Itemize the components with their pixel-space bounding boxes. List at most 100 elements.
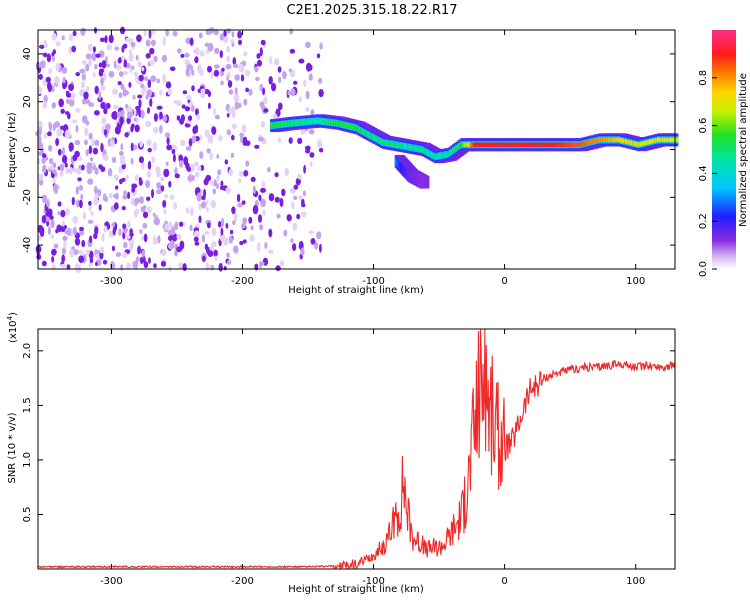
noise-blob [164,194,169,199]
noise-blob [214,47,220,55]
noise-blob [232,63,239,69]
noise-blob [156,78,160,84]
spectrogram-y-axis-label: Frequency (Hz) [7,112,18,188]
noise-blob [151,188,154,199]
noise-blob [194,108,199,116]
signal-cell [668,137,679,143]
snr-x-axis-label: Height of straight line (km) [288,584,424,595]
noise-blob [179,160,183,168]
noise-blob [305,149,311,154]
noise-blob [39,60,46,69]
noise-blob [68,83,75,92]
noise-blob [176,100,182,107]
noise-blob [221,217,225,227]
noise-blob [130,157,134,165]
noise-blob [186,166,191,172]
noise-blob [152,212,156,217]
noise-blob [43,132,48,139]
noise-blob [293,80,298,85]
noise-blob [53,183,59,193]
noise-blob [209,152,214,161]
noise-blob [228,168,233,176]
noise-blob [279,197,284,207]
noise-blob [134,124,140,133]
colorbar-tick-label: 0.2 [698,213,709,229]
noise-blob [95,262,98,266]
noise-blob [174,173,180,179]
noise-blob [75,186,80,195]
noise-blob [84,127,89,136]
noise-blob [138,99,142,108]
noise-blob [318,147,324,153]
noise-blob [54,121,61,128]
noise-blob [274,196,280,203]
noise-blob [107,167,113,177]
noise-blob [204,129,210,138]
noise-blob [262,209,266,216]
noise-blob [51,32,57,42]
noise-blob [104,35,108,44]
noise-blob [304,145,311,151]
noise-blob [186,95,192,100]
noise-blob [290,88,296,97]
noise-blob [282,70,287,80]
noise-blob [216,174,220,182]
noise-blob [260,39,266,46]
noise-blob [51,248,57,256]
noise-blob [198,215,202,224]
noise-blob [141,235,145,241]
noise-blob [233,212,238,222]
noise-blob [113,60,117,69]
noise-blob [65,168,69,175]
noise-blob [234,74,240,81]
noise-blob [100,101,106,110]
noise-blob [252,205,259,215]
noise-blob [286,214,292,222]
noise-blob [115,252,122,257]
noise-blob [61,220,65,227]
noise-blob [231,123,238,129]
noise-blob [184,52,190,58]
noise-blob [174,249,178,257]
noise-blob [226,113,230,118]
spectrogram-x-tick-label: 100 [626,276,645,287]
noise-blob [231,31,235,38]
noise-blob [302,190,306,197]
noise-blob [144,76,149,82]
noise-blob [71,45,77,53]
noise-blob [134,174,140,182]
colorbar-ticks: 0.0 0.2 0.4 0.6 0.8 [698,70,717,277]
noise-blob [59,163,65,172]
noise-blob [305,41,311,48]
noise-blob [185,146,192,151]
noise-blob [64,230,70,235]
noise-blob [164,132,171,138]
noise-blob [46,200,50,208]
noise-blob [308,129,315,135]
noise-blob [98,62,103,68]
noise-blob [214,255,218,262]
noise-blob [72,168,79,173]
noise-blob [232,245,239,253]
noise-blob [50,234,55,239]
noise-blob [55,41,61,47]
noise-blob [75,108,81,113]
noise-blob [125,104,129,109]
noise-blob [105,102,111,109]
noise-blob [169,66,176,71]
noise-blob [77,250,84,255]
noise-blob [73,226,77,236]
snr-y-axis-label: SNR (10 * v/v) [7,412,18,483]
noise-blob [275,265,281,272]
noise-blob [86,99,91,105]
noise-blob [85,85,90,92]
noise-blob [91,138,95,147]
noise-blob [89,235,93,244]
noise-blob [153,263,157,269]
noise-blob [74,140,81,146]
noise-blob [120,143,124,151]
noise-blob [147,206,152,214]
noise-blob [94,139,100,147]
noise-blob [84,139,88,146]
spectrogram-x-axis-label: Height of straight line (km) [288,285,424,296]
